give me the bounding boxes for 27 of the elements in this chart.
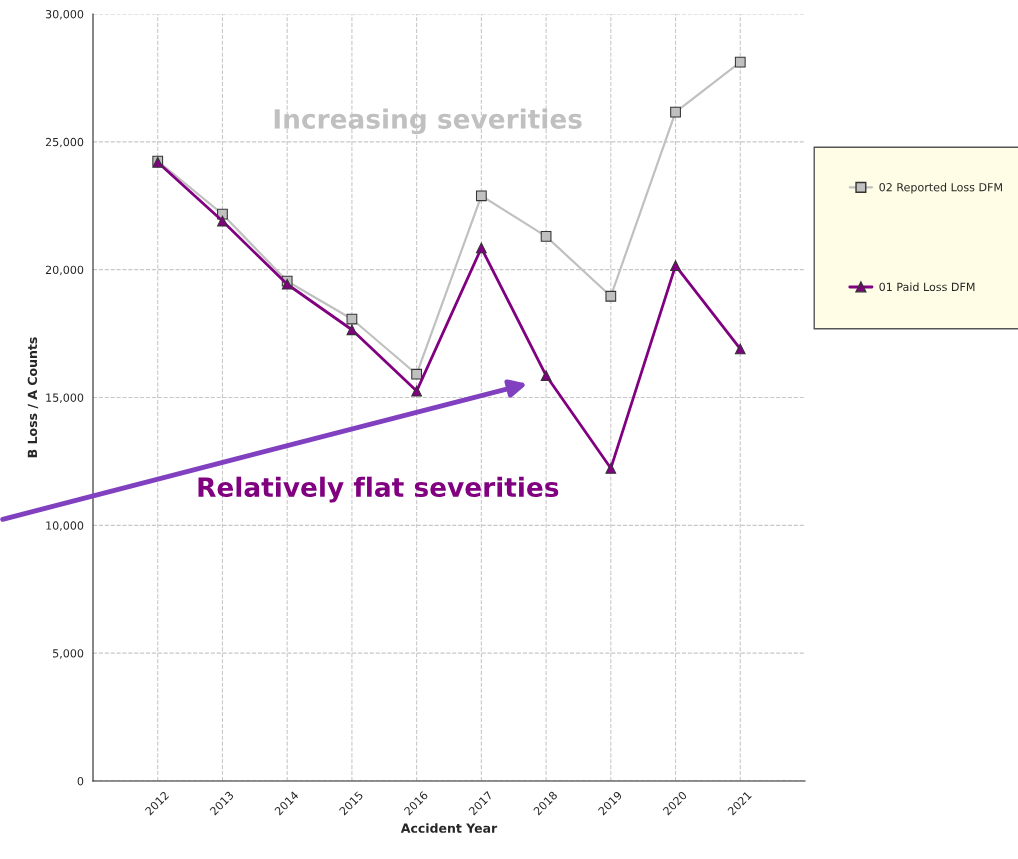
point: [605, 290, 617, 302]
y-tick-label: 5,000: [53, 649, 84, 659]
y-tick-label: 30,000: [45, 9, 84, 20]
x-axis-title: Accident Year: [400, 823, 498, 833]
y-tick-label: 20,000: [45, 265, 84, 276]
point: [346, 324, 358, 336]
point: [540, 370, 552, 381]
point: [670, 260, 681, 271]
point: [411, 368, 423, 380]
legend-label: 02 Reported Loss DFM: [879, 182, 1002, 194]
point: [670, 106, 681, 118]
annotation: Increasing severities: [274, 108, 582, 135]
point: [605, 462, 617, 474]
annotation: Relatively flat severities: [198, 476, 559, 503]
point: [217, 215, 228, 227]
legend-label: 01 Paid Loss DFM: [879, 282, 975, 292]
y-axis-title: B Loss / A Counts: [27, 337, 39, 458]
point: [734, 343, 746, 355]
point: [411, 385, 423, 397]
y-tick-label: 25,000: [45, 137, 84, 148]
point: [475, 190, 487, 202]
point: [475, 242, 487, 254]
y-tick-label: 15,000: [46, 393, 84, 404]
point: [540, 231, 552, 242]
y-tick-label: 0: [77, 776, 84, 786]
y-tick-label: 10,000: [46, 521, 84, 531]
point: [734, 56, 746, 68]
